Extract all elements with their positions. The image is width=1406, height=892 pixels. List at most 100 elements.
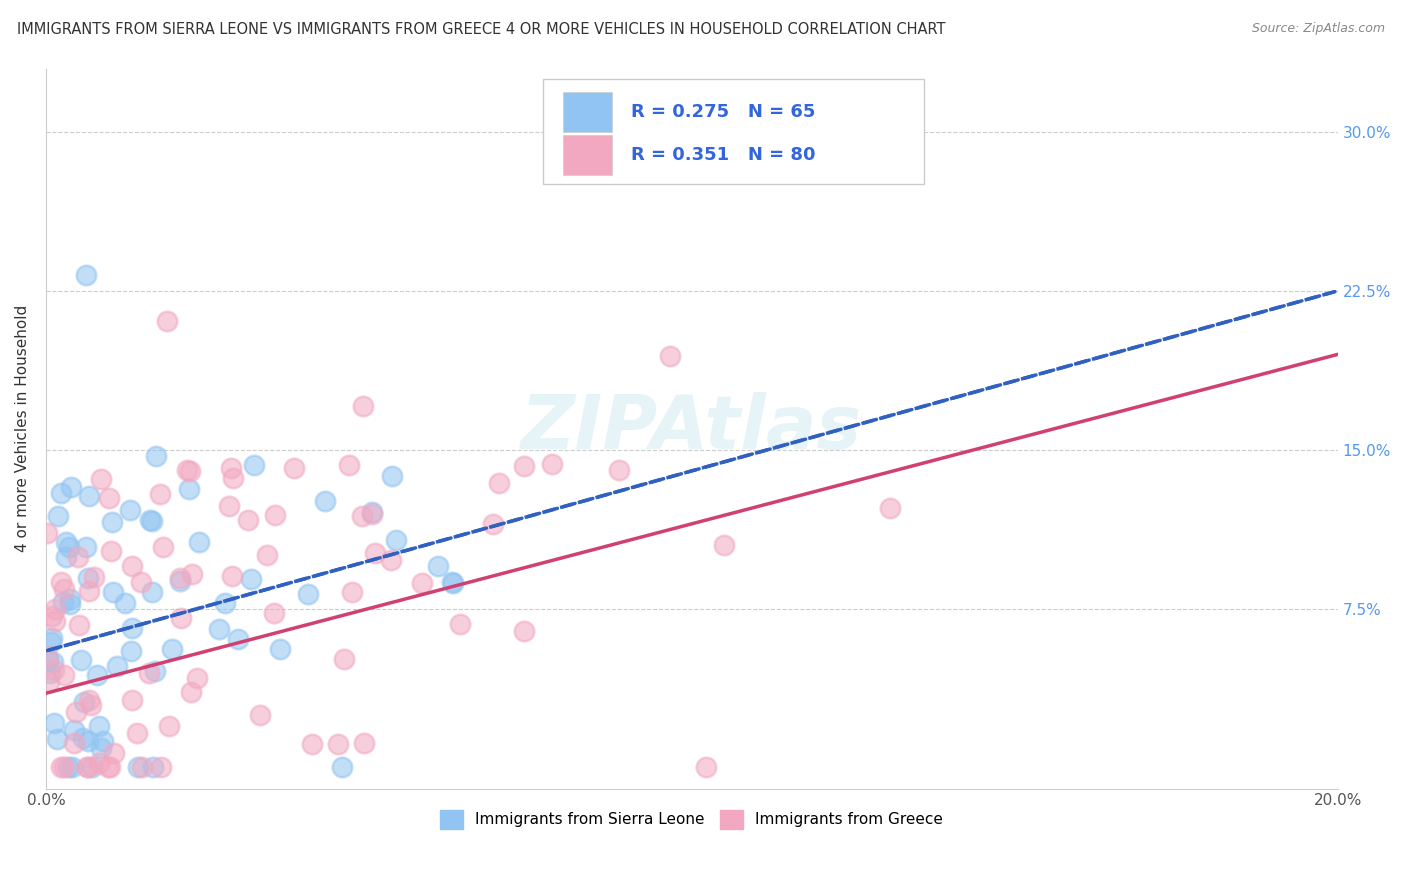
Point: [658, 349, 681, 363]
Point: [60, 760, 83, 774]
Point: [114, 596, 136, 610]
Point: [181, 566, 204, 581]
Point: [103, 584, 125, 599]
Point: [411, 575, 433, 590]
Point: [139, 513, 162, 527]
Text: R = 0.351   N = 80: R = 0.351 N = 80: [631, 146, 815, 164]
Point: [169, 574, 191, 588]
Point: [53, 760, 76, 774]
Point: [208, 622, 231, 636]
Point: [91, 734, 114, 748]
Point: [90, 472, 112, 486]
Point: [69, 653, 91, 667]
Point: [42, 655, 65, 669]
Point: [218, 499, 240, 513]
FancyBboxPatch shape: [543, 79, 924, 184]
Point: [177, 483, 200, 497]
Point: [37, 525, 59, 540]
Point: [339, 458, 361, 473]
Point: [143, 664, 166, 678]
Point: [53, 668, 76, 682]
Point: [156, 314, 179, 328]
Point: [66, 550, 89, 565]
Point: [449, 616, 471, 631]
Point: [121, 558, 143, 573]
Point: [240, 573, 263, 587]
Point: [249, 708, 271, 723]
Point: [58, 598, 80, 612]
Text: R = 0.275   N = 65: R = 0.275 N = 65: [631, 103, 815, 120]
Point: [513, 624, 536, 639]
Point: [269, 642, 291, 657]
Point: [77, 571, 100, 585]
Point: [41, 632, 63, 646]
Point: [100, 544, 122, 558]
Point: [103, 746, 125, 760]
Point: [361, 505, 384, 519]
Point: [49, 575, 72, 590]
Point: [118, 503, 141, 517]
Point: [49, 485, 72, 500]
Point: [41, 609, 63, 624]
Point: [55, 549, 77, 564]
Point: [301, 737, 323, 751]
Point: [105, 659, 128, 673]
Point: [76, 760, 98, 774]
Point: [297, 587, 319, 601]
Point: [125, 726, 148, 740]
Point: [169, 611, 191, 625]
Point: [97, 491, 120, 505]
Point: [226, 632, 249, 646]
Point: [264, 508, 287, 522]
Point: [713, 538, 735, 552]
Point: [86, 667, 108, 681]
Point: [214, 596, 236, 610]
Point: [157, 719, 180, 733]
Point: [179, 464, 201, 478]
Point: [80, 760, 103, 774]
Point: [87, 719, 110, 733]
Point: [363, 546, 385, 560]
Point: [481, 517, 503, 532]
Point: [37, 653, 59, 667]
Point: [314, 493, 336, 508]
Point: [76, 760, 98, 774]
Point: [283, 461, 305, 475]
Point: [426, 559, 449, 574]
Point: [488, 475, 510, 490]
Text: Source: ZipAtlas.com: Source: ZipAtlas.com: [1251, 22, 1385, 36]
Point: [49, 760, 72, 774]
Point: [58, 541, 80, 555]
Point: [219, 461, 242, 475]
Point: [149, 760, 172, 774]
Point: [72, 731, 94, 745]
Point: [37, 648, 59, 663]
Point: [381, 469, 404, 483]
Point: [148, 486, 170, 500]
Point: [42, 663, 65, 677]
Point: [97, 760, 120, 774]
Point: [242, 458, 264, 472]
Point: [141, 514, 163, 528]
Point: [45, 731, 67, 746]
Point: [263, 606, 285, 620]
Point: [607, 463, 630, 477]
Point: [145, 449, 167, 463]
Point: [44, 602, 66, 616]
Point: [65, 706, 87, 720]
Point: [142, 760, 165, 774]
Point: [162, 642, 184, 657]
Legend: Immigrants from Sierra Leone, Immigrants from Greece: Immigrants from Sierra Leone, Immigrants…: [434, 804, 949, 835]
Point: [879, 500, 901, 515]
Point: [188, 534, 211, 549]
Point: [39, 666, 62, 681]
Point: [360, 507, 382, 521]
Point: [441, 576, 464, 591]
Point: [98, 760, 121, 774]
Point: [380, 553, 402, 567]
Y-axis label: 4 or more Vehicles in Household: 4 or more Vehicles in Household: [15, 305, 30, 552]
Text: ZIPAtlas: ZIPAtlas: [522, 392, 862, 465]
Point: [38, 675, 60, 690]
Point: [100, 515, 122, 529]
Point: [73, 695, 96, 709]
